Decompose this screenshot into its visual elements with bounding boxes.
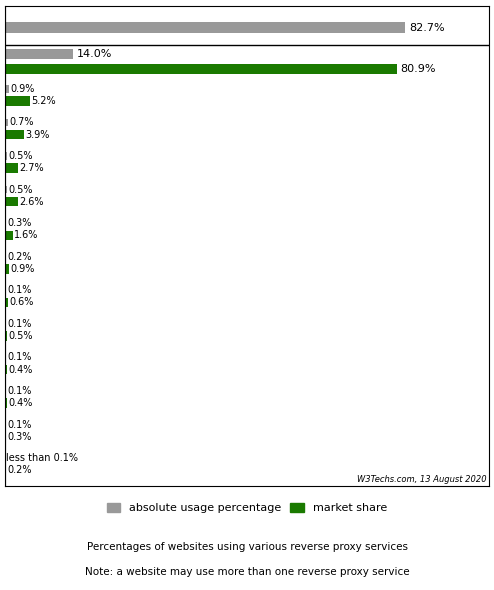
Text: 1.6%: 1.6% bbox=[14, 230, 39, 240]
Text: 0.5%: 0.5% bbox=[9, 331, 33, 341]
Bar bbox=[5, 432, 6, 441]
Bar bbox=[5, 163, 18, 173]
Text: 0.4%: 0.4% bbox=[8, 398, 33, 408]
Text: 0.9%: 0.9% bbox=[11, 264, 35, 274]
Text: 0.2%: 0.2% bbox=[7, 252, 32, 262]
Text: 0.1%: 0.1% bbox=[7, 319, 31, 329]
Bar bbox=[5, 85, 9, 93]
Bar bbox=[5, 64, 397, 74]
Text: 5.2%: 5.2% bbox=[32, 96, 56, 106]
Bar bbox=[5, 22, 405, 33]
Bar bbox=[5, 48, 73, 58]
Text: 14.0%: 14.0% bbox=[77, 48, 112, 58]
Text: 0.9%: 0.9% bbox=[11, 84, 35, 94]
Bar bbox=[5, 130, 24, 139]
Bar bbox=[5, 197, 17, 206]
Bar bbox=[5, 466, 6, 475]
Text: 0.1%: 0.1% bbox=[7, 386, 31, 396]
Bar bbox=[5, 219, 6, 227]
Bar bbox=[5, 119, 8, 126]
Bar bbox=[5, 231, 13, 240]
Text: Percentages of websites using various reverse proxy services: Percentages of websites using various re… bbox=[86, 542, 408, 552]
Text: 0.5%: 0.5% bbox=[9, 185, 33, 195]
Text: 2.7%: 2.7% bbox=[19, 163, 44, 173]
Text: 3.9%: 3.9% bbox=[25, 130, 50, 139]
Text: 0.3%: 0.3% bbox=[8, 432, 32, 442]
Text: W3Techs.com, 13 August 2020: W3Techs.com, 13 August 2020 bbox=[357, 475, 487, 484]
Bar bbox=[5, 264, 9, 274]
Bar bbox=[5, 365, 7, 374]
Text: 0.1%: 0.1% bbox=[7, 419, 31, 430]
Bar bbox=[5, 152, 7, 160]
Bar bbox=[5, 96, 30, 106]
Legend: absolute usage percentage, market share: absolute usage percentage, market share bbox=[107, 503, 387, 513]
Text: Note: a website may use more than one reverse proxy service: Note: a website may use more than one re… bbox=[84, 567, 410, 577]
Bar bbox=[5, 398, 7, 408]
Bar bbox=[5, 332, 7, 340]
Text: 0.2%: 0.2% bbox=[7, 466, 32, 476]
Text: 80.9%: 80.9% bbox=[401, 64, 436, 74]
Bar bbox=[5, 253, 6, 260]
Text: 0.3%: 0.3% bbox=[8, 218, 32, 228]
Text: 0.4%: 0.4% bbox=[8, 365, 33, 375]
Bar bbox=[5, 298, 8, 307]
Text: 0.6%: 0.6% bbox=[9, 297, 34, 307]
Text: 2.6%: 2.6% bbox=[19, 196, 43, 206]
Text: 0.5%: 0.5% bbox=[9, 151, 33, 161]
Text: 0.7%: 0.7% bbox=[10, 117, 34, 127]
Text: less than 0.1%: less than 0.1% bbox=[6, 453, 79, 463]
Bar bbox=[5, 186, 7, 194]
Text: 0.1%: 0.1% bbox=[7, 352, 31, 362]
Text: 82.7%: 82.7% bbox=[409, 23, 445, 32]
Text: 0.1%: 0.1% bbox=[7, 286, 31, 296]
